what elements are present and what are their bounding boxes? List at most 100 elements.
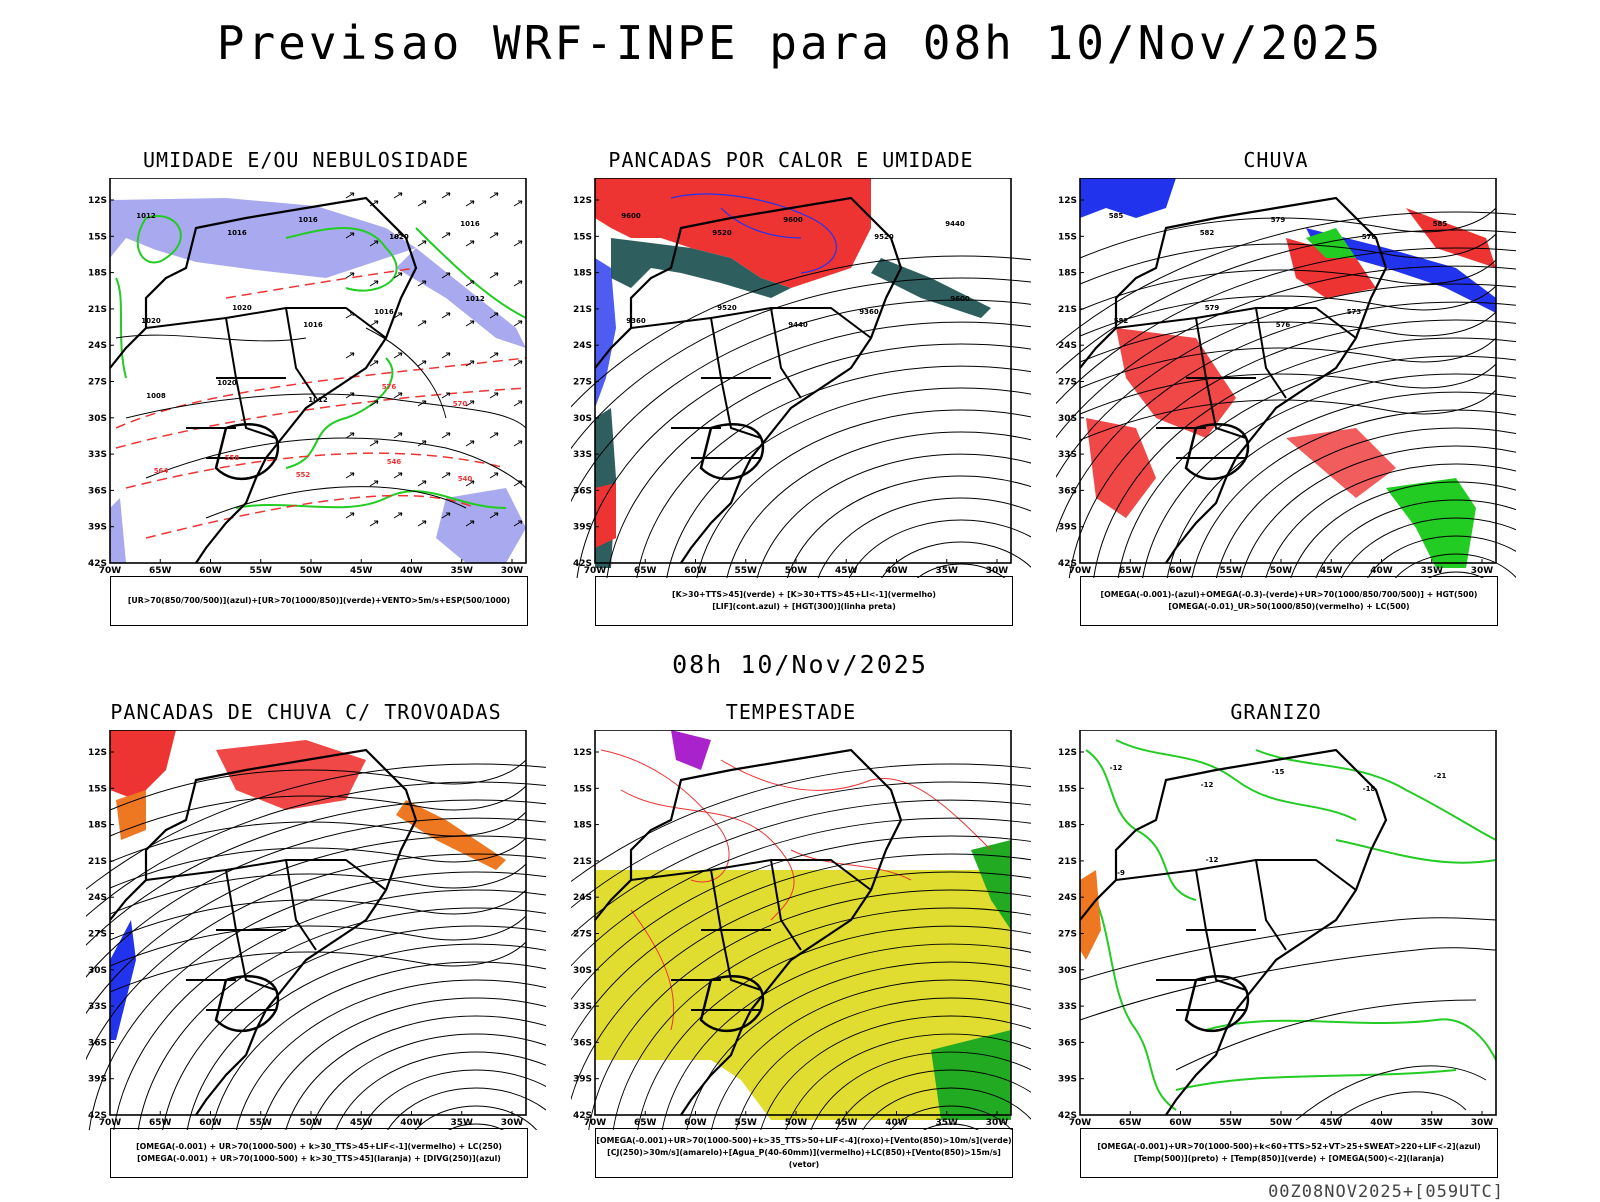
contour-label: 9520: [712, 229, 732, 237]
lon-tick-label: 35W: [936, 566, 959, 576]
lat-tick-label: 30S: [1058, 966, 1077, 976]
coastline: [109, 196, 418, 564]
lon-tick-label: 30W: [501, 1118, 524, 1128]
contour-label: 540: [458, 475, 473, 483]
lon-tick-label: 45W: [350, 566, 373, 576]
contour-label: -21: [1434, 772, 1447, 780]
panel-title: CHUVA: [1243, 148, 1309, 172]
lat-tick-label: 24S: [1058, 341, 1077, 351]
map-frame: [594, 730, 1012, 1116]
humidity-blue-west: [110, 498, 126, 563]
lat-tick-label: 15S: [1058, 784, 1077, 794]
map-frame: [1079, 730, 1497, 1116]
lon-tick-label: 45W: [1320, 1118, 1343, 1128]
panel-chuva: CHUVA 585 582 579 576 585 582 579 576 573 12S 15S…: [1056, 148, 1516, 628]
contour-label: -12: [1206, 856, 1219, 864]
legend-line: [OMEGA(-0.001)+UR>70(1000-500)+k<60+TTS>…: [1097, 1142, 1481, 1151]
lon-tick-label: 55W: [735, 1118, 758, 1128]
lon-tick-label: 65W: [634, 1118, 657, 1128]
lon-tick-label: 35W: [936, 1118, 959, 1128]
lat-tick-label: 24S: [88, 893, 107, 903]
lon-tick-label: 40W: [400, 566, 423, 576]
lon-tick-label: 35W: [1421, 1118, 1444, 1128]
uruguay: [214, 423, 280, 481]
contour-label: -9: [1117, 869, 1125, 877]
lat-tick-label: 39S: [88, 1075, 107, 1085]
lon-tick-label: 40W: [885, 566, 908, 576]
legend-line: [OMEGA(-0.001) + UR>70(1000-500) + k>30_…: [137, 1154, 501, 1163]
lon-tick-label: 45W: [1320, 566, 1343, 576]
lat-tick-label: 39S: [88, 523, 107, 533]
lat-tick-label: 12S: [573, 196, 592, 206]
panel-title: TEMPESTADE: [725, 700, 857, 724]
lat-tick-label: 18S: [573, 821, 592, 831]
lat-tick-label: 30S: [573, 414, 592, 424]
lat-tick-label: 33S: [1058, 1002, 1077, 1012]
lat-tick-label: 24S: [573, 341, 592, 351]
lat-tick-label: 36S: [1058, 1038, 1077, 1048]
lon-tick-label: 40W: [1370, 566, 1393, 576]
contour-label: 1016: [227, 229, 247, 237]
contour-label: 1020: [141, 317, 161, 325]
lon-tick-label: 65W: [149, 566, 172, 576]
lat-tick-label: 36S: [1058, 486, 1077, 496]
lon-tick-label: 60W: [684, 566, 707, 576]
legend-line: [OMEGA(-0.001) + UR>70(1000-500) + k>30_…: [136, 1142, 502, 1151]
lat-tick-label: 36S: [88, 486, 107, 496]
lon-tick-label: 30W: [986, 1118, 1009, 1128]
lat-tick-label: 27S: [573, 930, 592, 940]
lat-tick-label: 36S: [573, 1038, 592, 1048]
lat-tick-label: 15S: [1058, 232, 1077, 242]
contour-label: -12: [1110, 764, 1123, 772]
lon-tick-label: 35W: [451, 566, 474, 576]
lat-tick-label: 21S: [1058, 857, 1077, 867]
lat-tick-label: 30S: [88, 414, 107, 424]
legend-line: [UR>70(850/700/500)](azul)+[UR>70(1000/8…: [127, 596, 511, 605]
lat-tick-label: 36S: [573, 486, 592, 496]
contour-label: 1016: [303, 321, 323, 329]
lon-tick-label: 60W: [684, 1118, 707, 1128]
lon-tick-label: 50W: [300, 1118, 323, 1128]
map-pancadas-calor: 9600 9520 9600 9520 9440 9360 9520 9440 9360 9600…: [571, 178, 1031, 578]
panel-legend: [K>30+TTS>45](verde) + [K>30+TTS>45+LI<-…: [595, 576, 1013, 626]
contour-label: 576: [382, 383, 397, 391]
lon-tick-label: 55W: [1220, 566, 1243, 576]
lat-tick-label: 42S: [88, 559, 107, 569]
lat-tick-label: 21S: [88, 305, 107, 315]
lat-tick-label: 27S: [88, 930, 107, 940]
lon-tick-label: 60W: [1169, 1118, 1192, 1128]
contour-label: 1020: [389, 233, 409, 241]
lon-tick-label: 35W: [1421, 566, 1444, 576]
lon-tick-label: 60W: [199, 566, 222, 576]
lon-tick-label: 70W: [1069, 566, 1092, 576]
lon-tick-label: 30W: [1471, 566, 1494, 576]
mid-date: 08h 10/Nov/2025: [672, 650, 928, 679]
lon-tick-label: 65W: [1119, 566, 1142, 576]
panel-title: UMIDADE E/OU NEBULOSIDADE: [142, 148, 470, 172]
lat-tick-label: 15S: [88, 232, 107, 242]
lat-tick-label: 15S: [88, 784, 107, 794]
lon-tick-label: 65W: [634, 566, 657, 576]
legend-line: [OMEGA(-0.001)-(azul)+OMEGA(-0.3)-(verde…: [1100, 590, 1478, 599]
contour-label: -18: [1363, 785, 1376, 793]
humidity-blue-area: [110, 198, 416, 278]
map-frame: [109, 730, 527, 1116]
lat-tick-label: 33S: [88, 1002, 107, 1012]
contour-label: 9600: [621, 212, 641, 220]
lon-tick-label: 55W: [1220, 1118, 1243, 1128]
run-timestamp: 00Z08NOV2025+[059UTC]: [1268, 1182, 1504, 1202]
lat-tick-label: 27S: [1058, 930, 1077, 940]
map-chuva: 585 582 579 576 585 582 579 576 573 12S 15S 18S 21S…: [1056, 178, 1516, 578]
lon-tick-label: 50W: [300, 566, 323, 576]
contour-label: 9360: [626, 317, 646, 325]
panel-title: PANCADAS DE CHUVA C/ TROVOADAS: [110, 700, 502, 724]
heat-teal-coast: [871, 258, 991, 318]
lat-tick-label: 33S: [1058, 450, 1077, 460]
lon-tick-label: 40W: [1370, 1118, 1393, 1128]
humidity-blue-south: [436, 488, 526, 563]
lat-tick-label: 21S: [573, 857, 592, 867]
contour-label: 1020: [232, 304, 252, 312]
panel-title: PANCADAS POR CALOR E UMIDADE: [608, 148, 974, 172]
